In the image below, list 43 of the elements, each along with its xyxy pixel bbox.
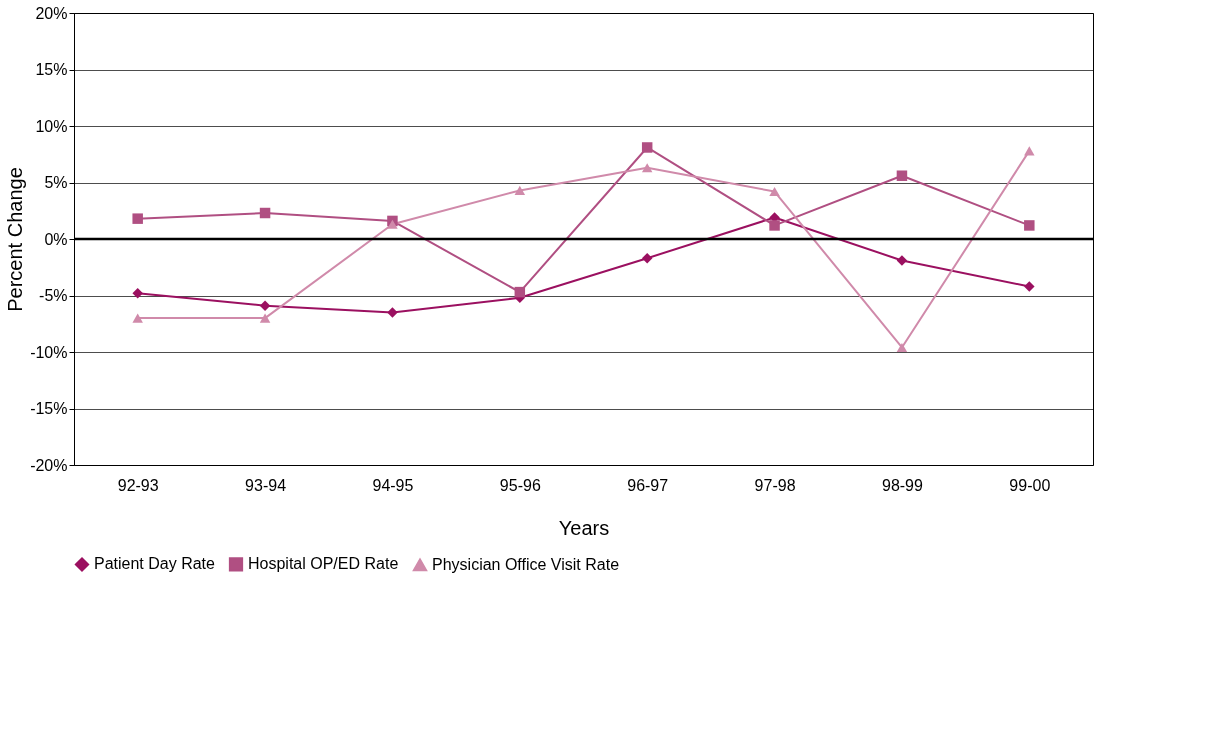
point bbox=[769, 220, 780, 231]
point bbox=[259, 207, 271, 219]
point bbox=[896, 255, 908, 266]
x-tick-label: 98-99 bbox=[881, 476, 923, 494]
y-tick-label: 10% bbox=[35, 117, 68, 135]
point bbox=[259, 300, 271, 311]
y-tick-label: 0% bbox=[44, 230, 68, 248]
point bbox=[641, 252, 653, 264]
y-tick-label: 20% bbox=[35, 4, 68, 22]
x-tick-label: 95-96 bbox=[499, 476, 541, 494]
point bbox=[259, 313, 271, 323]
point bbox=[1024, 220, 1035, 231]
point bbox=[514, 286, 526, 298]
point bbox=[1024, 281, 1035, 292]
x-tick-label: 97-98 bbox=[754, 476, 796, 494]
point bbox=[769, 187, 780, 197]
point bbox=[641, 142, 653, 153]
y-axis-title: Percent Change bbox=[4, 167, 27, 312]
x-tick-label: 93-94 bbox=[245, 476, 287, 494]
point bbox=[641, 163, 653, 173]
point bbox=[387, 307, 398, 318]
point bbox=[132, 213, 143, 224]
y-tick-label: -15% bbox=[30, 400, 68, 417]
y-tick-label: 5% bbox=[44, 174, 68, 191]
x-tick-label: 94-95 bbox=[372, 476, 414, 494]
point bbox=[132, 288, 143, 299]
legend-label: Hospital OP/ED Rate bbox=[248, 555, 399, 573]
point bbox=[387, 219, 398, 229]
y-tick-label: -20% bbox=[30, 456, 68, 474]
x-tick-label: 96-97 bbox=[627, 476, 669, 494]
x-axis-title: Years bbox=[558, 516, 610, 539]
legend-label: Physician Office Visit Rate bbox=[432, 555, 620, 573]
point bbox=[1024, 146, 1035, 156]
point bbox=[132, 313, 143, 323]
y-tick-label: -10% bbox=[30, 343, 68, 361]
legend-label: Patient Day Rate bbox=[94, 555, 216, 573]
x-tick-label: 92-93 bbox=[117, 476, 159, 494]
x-tick-label: 99-00 bbox=[1009, 476, 1051, 494]
point bbox=[896, 170, 908, 181]
point bbox=[896, 342, 908, 353]
y-tick-label: 15% bbox=[35, 61, 68, 78]
point bbox=[514, 185, 526, 195]
y-tick-label: -5% bbox=[39, 287, 68, 304]
